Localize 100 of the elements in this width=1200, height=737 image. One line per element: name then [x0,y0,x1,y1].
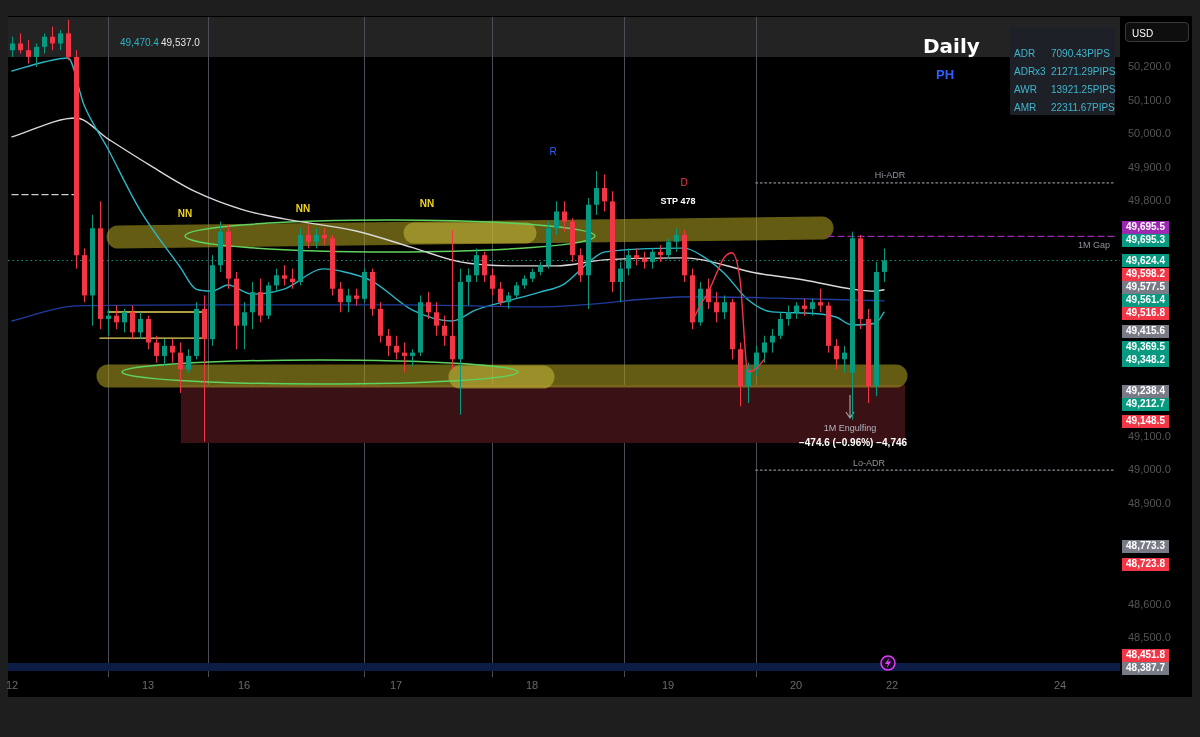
annotation: NN [177,207,193,219]
candlestick [146,315,151,350]
candlestick [426,291,431,320]
x-tick-label: 22 [885,679,899,692]
candlestick [26,39,31,65]
x-tick-label: 18 [525,679,539,692]
annotation: Daily [923,34,980,58]
candlestick [130,305,135,340]
annotation: D [680,176,688,188]
annotation: AWR [1014,84,1037,95]
annotation: ADRx3 [1014,66,1046,77]
candlestick [314,227,319,249]
text: 49,598.2 [1122,267,1169,281]
candlestick [834,338,839,370]
candlestick [674,227,679,253]
annotation: 1M Engulfing [823,423,877,433]
candlestick [394,335,399,360]
candlestick [746,362,751,404]
text: 48,773.3 [1122,539,1169,553]
text: 49,348.2 [1122,353,1169,367]
y-tick-label: 49,100.0 [1128,429,1171,442]
text: 49,561.4 [1122,293,1169,307]
annotation: STP 478 [660,196,696,206]
annotation: 7090.43PIPS [1051,48,1110,59]
x-tick-label: 24 [1053,679,1067,692]
candlestick [250,281,255,330]
candlestick [34,42,39,68]
x-tick-label: 19 [661,679,675,692]
annotation: ADR [1014,48,1036,59]
x-tick-label: 13 [141,679,155,692]
text: 49,577.5 [1122,280,1169,294]
candlestick [42,32,47,55]
candlestick [770,328,775,354]
annotation: NN [419,197,435,209]
candlestick [498,281,503,307]
candlestick [154,335,159,364]
candlestick [162,338,167,367]
candlestick [66,19,71,61]
annotation: 13921.25PIPS [1051,84,1116,95]
candlestick [594,170,599,216]
x-tick-label: 17 [389,679,403,692]
text: 49,695.3 [1122,233,1169,247]
candlestick [434,301,439,337]
series-label: Hi-ADR [874,170,906,181]
candlestick [186,348,191,374]
candlestick [554,200,559,236]
text: 49,238.4 [1122,384,1169,398]
annotation: 49,470.4 [120,37,159,48]
x-tick-label: 12 [5,679,19,692]
candlestick [10,36,15,58]
candlestick [442,315,447,347]
y-tick-label: 48,900.0 [1128,496,1171,509]
text: 48,387.7 [1122,661,1169,675]
candlestick [178,342,183,394]
x-tick-label: 16 [237,679,251,692]
annotation: 21271.29PIPS [1051,66,1116,77]
text: 49,369.5 [1122,340,1169,354]
y-tick-label: 48,500.0 [1128,631,1171,644]
candlestick [762,335,767,364]
candlestick [58,29,63,51]
candlestick [578,247,583,283]
candlestick [450,229,455,370]
annotation: 49,537.0 [161,37,200,48]
y-tick-label: 49,000.0 [1128,463,1171,476]
candlestick [274,268,279,293]
text: 49,415.6 [1122,324,1169,338]
candlestick [562,200,567,233]
y-tick-label: 49,800.0 [1128,194,1171,207]
ref-line-label: 49,624.4 [1126,254,1166,266]
text: 49,148.5 [1122,414,1169,428]
candlestick [386,328,391,357]
candlestick [714,291,719,323]
candlestick [490,268,495,296]
candlestick [346,288,351,313]
text: 49,516.8 [1122,306,1169,320]
text: 49,695.5 [1122,220,1169,234]
y-tick-label: 50,000.0 [1128,127,1171,140]
y-tick-label: 50,100.0 [1128,93,1171,106]
y-tick-label: 49,900.0 [1128,160,1171,173]
annotation: 22311.67PIPS [1051,102,1115,113]
currency-field: USD [1125,22,1189,42]
candlestick [602,174,607,212]
x-tick-label: 20 [789,679,803,692]
text: 48,723.8 [1122,557,1169,571]
text: 48,451.8 [1122,648,1169,662]
candlestick [170,338,175,364]
annotation: AMR [1014,102,1037,113]
annotation: −474.6 (−0.96%) −4,746 [798,436,908,448]
text: 49,212.7 [1122,397,1169,411]
candlestick [666,237,671,260]
candlestick [818,288,823,313]
series-label: 1M Gap [1077,239,1111,250]
candlestick [786,305,791,327]
candlestick [466,268,471,307]
candlestick [18,32,23,55]
y-tick-label: 50,200.0 [1128,60,1171,73]
candlestick [282,264,287,286]
candlestick [242,301,247,350]
candlestick [306,224,311,249]
candlestick [722,294,727,320]
